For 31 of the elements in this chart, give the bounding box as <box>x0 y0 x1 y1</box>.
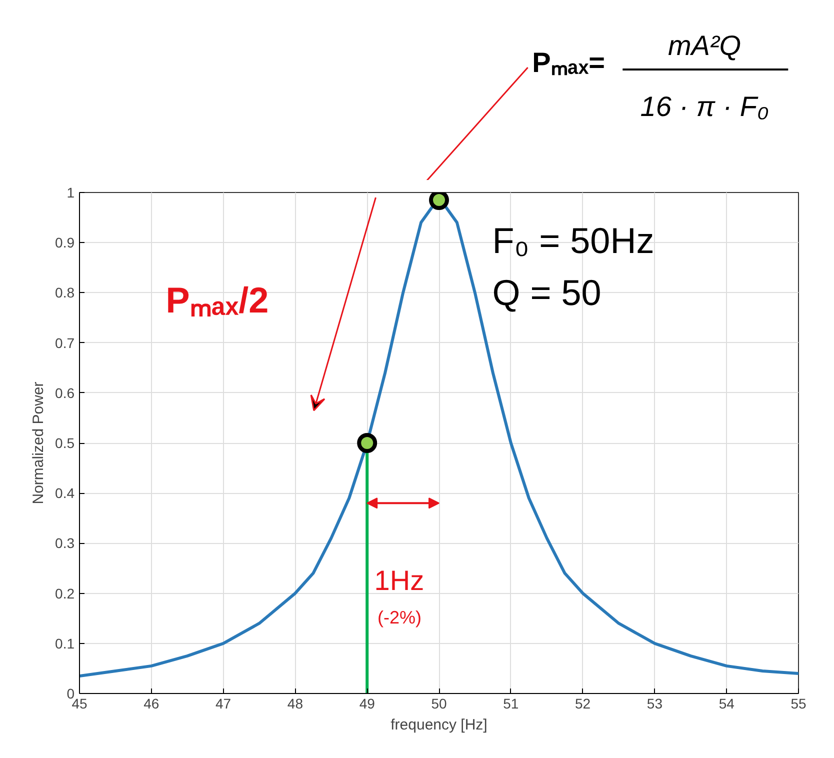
annotation: (-2%) <box>377 607 422 628</box>
y-tick-label: 0.8 <box>55 284 75 301</box>
y-tick-label: 1 <box>66 184 75 200</box>
x-tick-label: 50 <box>431 696 447 712</box>
y-tick-label: 0.3 <box>55 535 75 552</box>
y-axis-title: Normalized Power <box>30 382 48 504</box>
y-tick-label: 0.4 <box>55 485 75 502</box>
text: mA²Q <box>668 30 742 61</box>
y-tick-label: 0 <box>66 686 75 702</box>
text: 16 · π · F₀ <box>640 91 770 122</box>
x-tick-label: 51 <box>503 696 519 712</box>
y-tick-label: 0.6 <box>55 384 75 401</box>
y-tick-label: 0.9 <box>55 234 75 251</box>
y-tick-label: 0.7 <box>55 334 75 351</box>
annotation: F₀ = 50Hz <box>492 220 654 262</box>
annotation: Q = 50 <box>492 272 602 314</box>
x-tick-label: 49 <box>359 696 376 712</box>
x-tick-label: 47 <box>216 696 232 712</box>
y-tick-label: 0.5 <box>55 435 75 451</box>
x-tick-label: 54 <box>718 696 735 712</box>
annotation: 1Hz <box>374 564 424 596</box>
x-tick-label: 53 <box>646 696 663 712</box>
x-tick-label: 46 <box>144 696 160 712</box>
x-tick-label: 55 <box>790 696 806 712</box>
y-tick-label: 0.1 <box>55 635 75 652</box>
x-tick-label: 52 <box>575 696 591 712</box>
annotation: Pₘₐₓ/2 <box>166 280 269 321</box>
x-axis-title: frequency [Hz] <box>390 716 488 734</box>
x-tick-label: 48 <box>287 696 304 712</box>
text: Pₘₐₓ= <box>532 47 605 78</box>
y-tick-label: 0.2 <box>55 585 75 602</box>
